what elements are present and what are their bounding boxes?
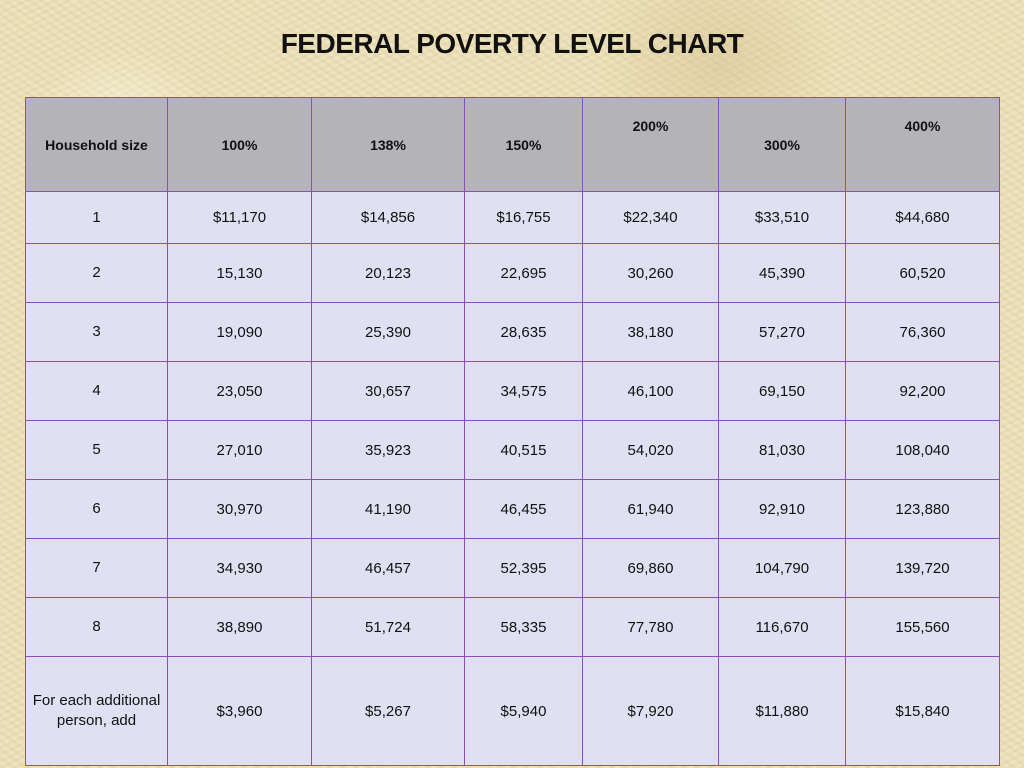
cell-400-percent: 139,720 bbox=[845, 538, 1000, 598]
cell-300-percent: 92,910 bbox=[718, 479, 846, 539]
table-row: 7 34,930 46,457 52,395 69,860 104,790 139,720 bbox=[25, 538, 1000, 598]
cell-150-percent: 46,455 bbox=[464, 479, 583, 539]
cell-200-percent: $22,340 bbox=[582, 191, 719, 244]
cell-200-percent: $7,920 bbox=[582, 656, 719, 766]
cell-household-size: 3 bbox=[25, 302, 168, 362]
cell-138-percent: $14,856 bbox=[311, 191, 465, 244]
cell-200-percent: 54,020 bbox=[582, 420, 719, 480]
cell-400-percent: 108,040 bbox=[845, 420, 1000, 480]
cell-200-percent: 61,940 bbox=[582, 479, 719, 539]
cell-200-percent: 77,780 bbox=[582, 597, 719, 657]
cell-300-percent: 69,150 bbox=[718, 361, 846, 421]
cell-100-percent: 15,130 bbox=[167, 243, 312, 303]
header-150-percent: 150% bbox=[464, 97, 583, 192]
cell-100-percent: 38,890 bbox=[167, 597, 312, 657]
cell-household-size: 8 bbox=[25, 597, 168, 657]
cell-400-percent: 92,200 bbox=[845, 361, 1000, 421]
cell-300-percent: 116,670 bbox=[718, 597, 846, 657]
cell-150-percent: $16,755 bbox=[464, 191, 583, 244]
cell-household-size: 2 bbox=[25, 243, 168, 303]
cell-150-percent: $5,940 bbox=[464, 656, 583, 766]
table-row: 8 38,890 51,724 58,335 77,780 116,670 155,560 bbox=[25, 597, 1000, 657]
table-row: 5 27,010 35,923 40,515 54,020 81,030 108,040 bbox=[25, 420, 1000, 480]
cell-300-percent: 57,270 bbox=[718, 302, 846, 362]
cell-household-size: 7 bbox=[25, 538, 168, 598]
cell-household-size: For each additional person, add bbox=[25, 656, 168, 766]
table-row: 2 15,130 20,123 22,695 30,260 45,390 60,520 bbox=[25, 243, 1000, 303]
cell-150-percent: 58,335 bbox=[464, 597, 583, 657]
header-household-size: Household size bbox=[25, 97, 168, 192]
cell-138-percent: 51,724 bbox=[311, 597, 465, 657]
cell-150-percent: 34,575 bbox=[464, 361, 583, 421]
table-row: 4 23,050 30,657 34,575 46,100 69,150 92,200 bbox=[25, 361, 1000, 421]
cell-400-percent: 60,520 bbox=[845, 243, 1000, 303]
cell-100-percent: $11,170 bbox=[167, 191, 312, 244]
cell-300-percent: $33,510 bbox=[718, 191, 846, 244]
table-row: For each additional person, add $3,960 $5,… bbox=[25, 656, 1000, 766]
cell-150-percent: 40,515 bbox=[464, 420, 583, 480]
header-row: Household size 100% 138% 150% 200% 300% … bbox=[25, 97, 1000, 192]
cell-400-percent: $44,680 bbox=[845, 191, 1000, 244]
cell-138-percent: 20,123 bbox=[311, 243, 465, 303]
table-row: 3 19,090 25,390 28,635 38,180 57,270 76,360 bbox=[25, 302, 1000, 362]
cell-300-percent: $11,880 bbox=[718, 656, 846, 766]
cell-400-percent: 123,880 bbox=[845, 479, 1000, 539]
table-row: 1 $11,170 $14,856 $16,755 $22,340 $33,510 $44,… bbox=[25, 191, 1000, 244]
cell-300-percent: 81,030 bbox=[718, 420, 846, 480]
cell-100-percent: $3,960 bbox=[167, 656, 312, 766]
cell-200-percent: 69,860 bbox=[582, 538, 719, 598]
cell-138-percent: 41,190 bbox=[311, 479, 465, 539]
poverty-level-table: Household size 100% 138% 150% 200% 300% … bbox=[25, 97, 1000, 766]
cell-200-percent: 30,260 bbox=[582, 243, 719, 303]
cell-household-size: 5 bbox=[25, 420, 168, 480]
cell-400-percent: 155,560 bbox=[845, 597, 1000, 657]
page-title: FEDERAL POVERTY LEVEL CHART bbox=[280, 28, 744, 59]
cell-household-size: 4 bbox=[25, 361, 168, 421]
cell-100-percent: 27,010 bbox=[167, 420, 312, 480]
cell-100-percent: 30,970 bbox=[167, 479, 312, 539]
cell-150-percent: 52,395 bbox=[464, 538, 583, 598]
cell-200-percent: 38,180 bbox=[582, 302, 719, 362]
cell-150-percent: 28,635 bbox=[464, 302, 583, 362]
header-300-percent: 300% bbox=[718, 97, 846, 192]
header-200-percent: 200% bbox=[582, 97, 719, 192]
cell-household-size: 1 bbox=[25, 191, 168, 244]
cell-400-percent: 76,360 bbox=[845, 302, 1000, 362]
cell-138-percent: 46,457 bbox=[311, 538, 465, 598]
cell-household-size: 6 bbox=[25, 479, 168, 539]
cell-300-percent: 104,790 bbox=[718, 538, 846, 598]
cell-100-percent: 19,090 bbox=[167, 302, 312, 362]
cell-100-percent: 34,930 bbox=[167, 538, 312, 598]
table-row: 6 30,970 41,190 46,455 61,940 92,910 123,880 bbox=[25, 479, 1000, 539]
header-400-percent: 400% bbox=[845, 97, 1000, 192]
cell-400-percent: $15,840 bbox=[845, 656, 1000, 766]
header-100-percent: 100% bbox=[167, 97, 312, 192]
cell-100-percent: 23,050 bbox=[167, 361, 312, 421]
cell-138-percent: 25,390 bbox=[311, 302, 465, 362]
cell-300-percent: 45,390 bbox=[718, 243, 846, 303]
header-138-percent: 138% bbox=[311, 97, 465, 192]
cell-150-percent: 22,695 bbox=[464, 243, 583, 303]
cell-138-percent: 35,923 bbox=[311, 420, 465, 480]
cell-200-percent: 46,100 bbox=[582, 361, 719, 421]
cell-138-percent: 30,657 bbox=[311, 361, 465, 421]
cell-138-percent: $5,267 bbox=[311, 656, 465, 766]
